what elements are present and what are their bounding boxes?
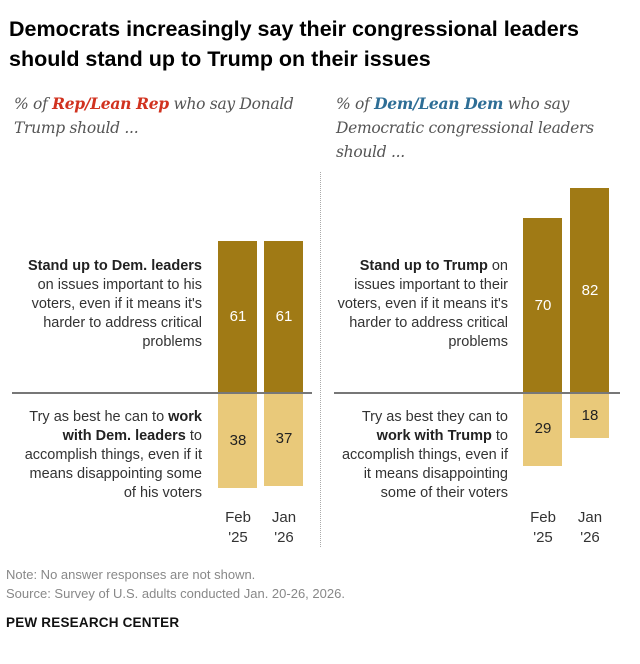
data-label: 70 (534, 296, 552, 314)
left-subtitle: % of Rep/Lean Rep who say Donald Trump s… (14, 92, 304, 140)
x-tick-text: '25 (228, 529, 248, 546)
x-tick-text: '26 (274, 529, 294, 546)
x-tick-label: Jan '26 (261, 508, 307, 548)
bar-stand-up (264, 240, 303, 393)
label-text: on issues important to his voters, even … (31, 277, 202, 350)
data-label: 37 (275, 430, 293, 448)
data-label: 61 (275, 307, 293, 325)
source: Source: Survey of U.S. adults conducted … (6, 586, 345, 601)
data-label: 38 (229, 431, 247, 449)
right-top-label: Stand up to Trump on issues important to… (336, 257, 508, 352)
dem-group-label: Dem/Lean Dem (374, 94, 504, 113)
x-tick-label: Feb '25 (215, 508, 261, 548)
data-label: 82 (581, 281, 599, 299)
label-bold: Stand up to Dem. leaders (27, 258, 202, 274)
subtitle-text: % of (14, 95, 53, 113)
rep-group-label: Rep/Lean Rep (52, 94, 169, 113)
right-subtitle: % of Dem/Lean Dem who say Democratic con… (336, 92, 636, 164)
x-tick-text: '26 (580, 529, 600, 546)
label-bold: Stand up to Trump (359, 258, 488, 274)
label-text: to accomplish things, even if it means d… (24, 428, 202, 501)
note: Note: No answer responses are not shown. (6, 567, 256, 582)
bar-work-with (218, 393, 257, 488)
subtitle-text: % of (336, 95, 375, 113)
label-text: Try as best he can to (29, 409, 169, 425)
subtitle-text: who say Donald Trump should ... (14, 95, 294, 137)
bar-work-with (523, 393, 562, 466)
label-text: to accomplish things, even if it means d… (341, 428, 508, 501)
bar-work-with (570, 393, 609, 438)
x-tick-text: '25 (533, 529, 553, 546)
org-logo-text: PEW RESEARCH CENTER (6, 615, 180, 630)
baseline (12, 392, 312, 394)
subtitle-text: who say Democratic congressional leaders… (336, 95, 594, 161)
bar-work-with (264, 393, 303, 486)
x-tick-text: Feb (225, 509, 251, 526)
x-tick-text: Feb (530, 509, 556, 526)
panel-divider (320, 172, 321, 547)
x-tick-text: Jan (271, 509, 297, 526)
x-tick-label: Jan '26 (567, 508, 613, 548)
baseline (334, 392, 620, 394)
label-bold: work with Trump (376, 428, 492, 444)
data-label: 61 (229, 307, 247, 325)
bar-stand-up (523, 218, 562, 393)
data-label: 29 (534, 420, 552, 438)
left-bottom-label: Try as best he can to work with Dem. lea… (20, 408, 202, 503)
label-text: on issues important to their voters, eve… (337, 258, 508, 350)
bar-stand-up (218, 240, 257, 393)
x-tick-text: Jan (577, 509, 603, 526)
x-tick-label: Feb '25 (520, 508, 566, 548)
label-bold: work with Dem. leaders (62, 409, 202, 444)
right-bottom-label: Try as best they can to work with Trump … (336, 408, 508, 503)
chart-title: Democrats increasingly say their congres… (9, 17, 580, 71)
label-text: Try as best they can to (361, 409, 508, 425)
bar-stand-up (570, 188, 609, 393)
left-top-label: Stand up to Dem. leaders on issues impor… (20, 257, 202, 352)
data-label: 18 (581, 406, 599, 424)
